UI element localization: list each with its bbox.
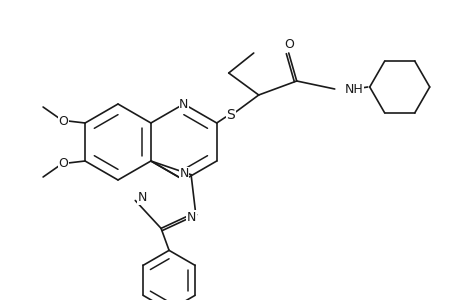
Text: N: N [179,98,188,110]
Text: N: N [179,167,188,180]
Text: N: N [186,211,196,224]
Text: O: O [58,157,68,169]
Text: O: O [58,115,68,128]
Text: O: O [283,38,293,50]
Text: N: N [137,191,146,204]
Text: S: S [226,108,235,122]
Text: NH: NH [344,82,363,95]
